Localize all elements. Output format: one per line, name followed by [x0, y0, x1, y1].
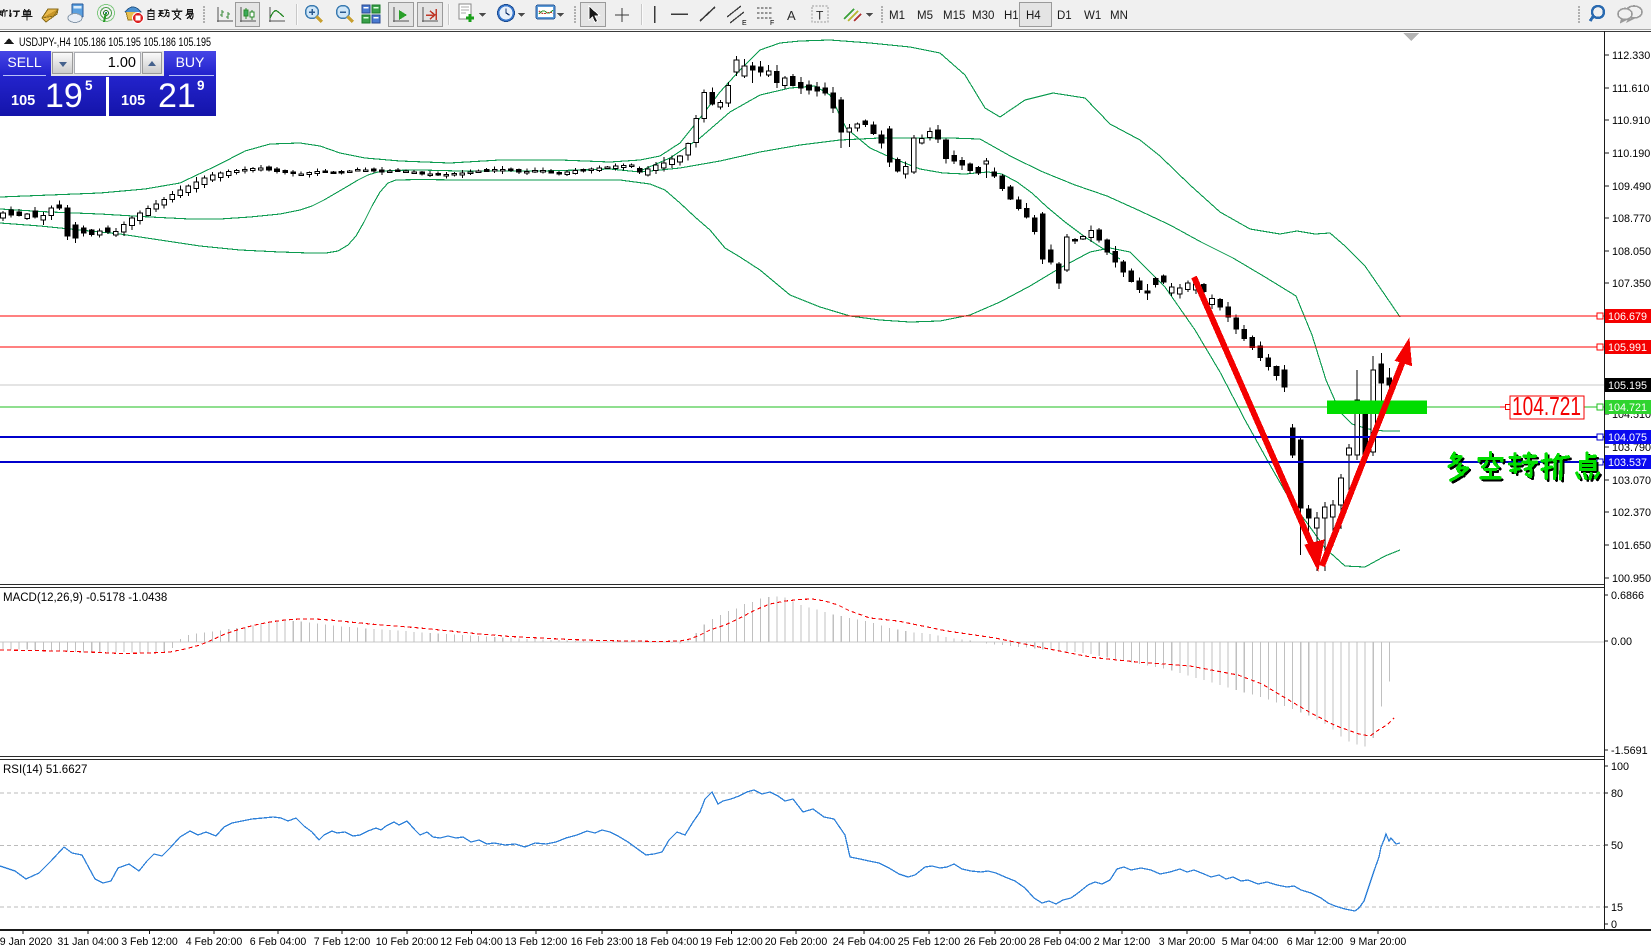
svg-text:104.075: 104.075: [1608, 432, 1647, 444]
svg-text:H1: H1: [1004, 10, 1019, 22]
svg-text:T: T: [816, 9, 824, 23]
svg-text:RSI(14) 51.6627: RSI(14) 51.6627: [3, 764, 87, 776]
svg-text:110.190: 110.190: [1612, 148, 1650, 160]
svg-text:0.6866: 0.6866: [1611, 590, 1644, 602]
svg-text:5 Mar 04:00: 5 Mar 04:00: [1222, 936, 1279, 948]
svg-text:103.537: 103.537: [1608, 457, 1647, 469]
svg-text:4 Feb 20:00: 4 Feb 20:00: [186, 936, 243, 948]
svg-text:103.070: 103.070: [1612, 475, 1651, 487]
svg-text:USDJPY-,H4 105.186 105.195 10: USDJPY-,H4 105.186 105.195 105.186 105.1…: [19, 37, 211, 49]
svg-text:0.00: 0.00: [1611, 636, 1632, 648]
svg-text:7 Feb 12:00: 7 Feb 12:00: [314, 936, 371, 948]
svg-text:106.679: 106.679: [1608, 311, 1647, 323]
svg-text:24 Feb 04:00: 24 Feb 04:00: [833, 936, 896, 948]
svg-text:19 Feb 12:00: 19 Feb 12:00: [700, 936, 763, 948]
svg-text:6 Feb 04:00: 6 Feb 04:00: [250, 936, 307, 948]
svg-text:80: 80: [1611, 788, 1623, 800]
svg-text:9 Mar 20:00: 9 Mar 20:00: [1350, 936, 1407, 948]
svg-text:E: E: [742, 20, 747, 27]
svg-text:M15: M15: [943, 10, 965, 22]
svg-text:6 Mar 12:00: 6 Mar 12:00: [1287, 936, 1344, 948]
svg-text:-1.5691: -1.5691: [1611, 745, 1648, 757]
svg-text:31 Jan 04:00: 31 Jan 04:00: [57, 936, 118, 948]
svg-text:MACD(12,26,9) -0.5178 -1.0438: MACD(12,26,9) -0.5178 -1.0438: [3, 592, 167, 604]
svg-text:18 Feb 04:00: 18 Feb 04:00: [636, 936, 699, 948]
svg-text:2 Mar 12:00: 2 Mar 12:00: [1094, 936, 1151, 948]
svg-text:100.950: 100.950: [1612, 573, 1651, 585]
svg-text:112.330: 112.330: [1612, 50, 1650, 62]
svg-text:105.991: 105.991: [1608, 342, 1647, 354]
svg-text:28 Feb 04:00: 28 Feb 04:00: [1029, 936, 1092, 948]
svg-text:103.790: 103.790: [1612, 442, 1651, 454]
svg-text:25 Feb 12:00: 25 Feb 12:00: [898, 936, 961, 948]
svg-text:16 Feb 23:00: 16 Feb 23:00: [571, 936, 634, 948]
svg-text:3 Feb 12:00: 3 Feb 12:00: [121, 936, 178, 948]
svg-text:50: 50: [1611, 840, 1623, 852]
svg-text:104.721: 104.721: [1512, 391, 1581, 421]
svg-text:107.350: 107.350: [1612, 278, 1651, 290]
svg-text:M1: M1: [889, 10, 905, 22]
svg-text:0: 0: [1611, 919, 1617, 931]
svg-text:26 Feb 20:00: 26 Feb 20:00: [964, 936, 1027, 948]
svg-text:F: F: [770, 20, 774, 27]
svg-text:W1: W1: [1084, 10, 1101, 22]
svg-text:M30: M30: [972, 10, 994, 22]
svg-text:12 Feb 04:00: 12 Feb 04:00: [440, 936, 503, 948]
svg-text:D1: D1: [1057, 10, 1072, 22]
svg-text:108.770: 108.770: [1612, 213, 1651, 225]
svg-text:MN: MN: [1110, 10, 1128, 22]
svg-text:100: 100: [1611, 761, 1629, 773]
svg-text:20 Feb 20:00: 20 Feb 20:00: [765, 936, 828, 948]
svg-text:15: 15: [1611, 902, 1623, 914]
svg-text:M5: M5: [917, 10, 933, 22]
svg-text:101.650: 101.650: [1612, 540, 1651, 552]
svg-text:A: A: [787, 8, 796, 23]
svg-text:110.910: 110.910: [1612, 115, 1650, 127]
svg-text:29 Jan 2020: 29 Jan 2020: [0, 936, 52, 948]
svg-text:H4: H4: [1026, 10, 1041, 22]
svg-text:108.050: 108.050: [1612, 246, 1651, 258]
svg-text:102.370: 102.370: [1612, 507, 1651, 519]
svg-text:10 Feb 20:00: 10 Feb 20:00: [376, 936, 439, 948]
svg-text:109.490: 109.490: [1612, 181, 1651, 193]
svg-text:111.610: 111.610: [1612, 83, 1649, 95]
svg-text:3 Mar 20:00: 3 Mar 20:00: [1159, 936, 1216, 948]
svg-text:105.195: 105.195: [1608, 380, 1647, 392]
svg-text:13 Feb 12:00: 13 Feb 12:00: [505, 936, 568, 948]
svg-text:104.721: 104.721: [1608, 402, 1647, 414]
